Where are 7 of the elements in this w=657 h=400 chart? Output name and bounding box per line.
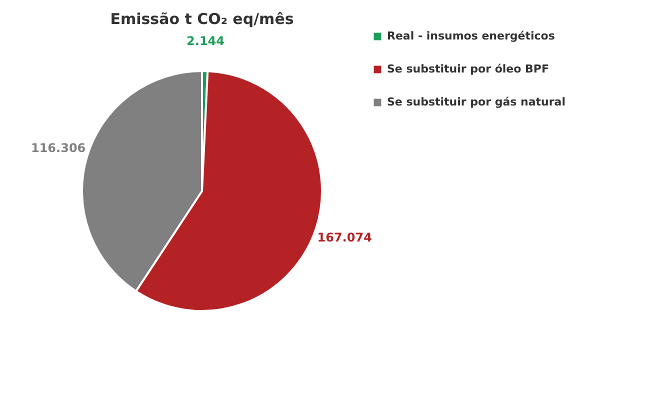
data-label: 116.306 bbox=[30, 140, 86, 155]
legend-label: Real - insumos energéticos bbox=[387, 30, 556, 42]
data-label: 2.144 bbox=[186, 34, 225, 48]
chart-title: Emissão t CO₂ eq/mês bbox=[110, 10, 294, 28]
legend-label: Se substituir por gás natural bbox=[387, 96, 566, 108]
legend-label: Se substituir por óleo BPF bbox=[387, 62, 549, 76]
data-label: 167.074 bbox=[317, 230, 372, 244]
